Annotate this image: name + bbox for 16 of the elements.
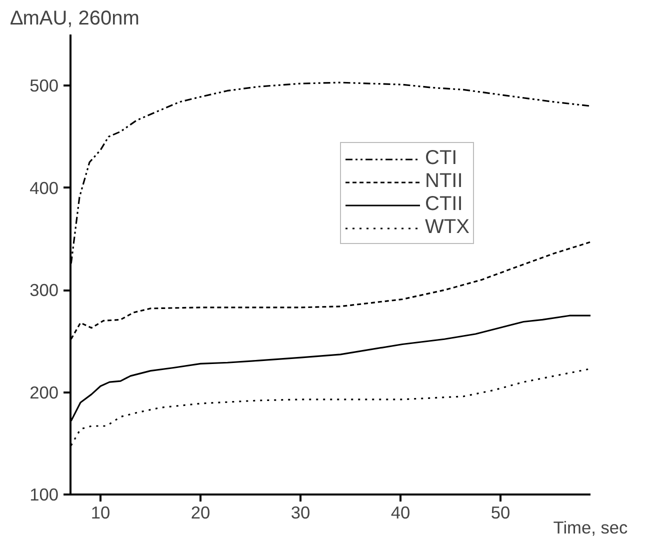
x-tick-label: 10 xyxy=(90,502,110,522)
y-tick-label: 500 xyxy=(30,76,59,96)
x-axis-title: Time, sec xyxy=(553,518,628,538)
legend-label: CTII xyxy=(425,193,463,216)
y-tick-label: 200 xyxy=(30,382,59,402)
legend-label: CTI xyxy=(425,147,458,170)
y-tick-label: 300 xyxy=(30,280,59,300)
y-tick-label: 100 xyxy=(30,484,59,504)
y-axis-title: ∆mAU, 260nm xyxy=(10,8,140,30)
legend-label: NTII xyxy=(425,170,463,193)
x-tick-label: 20 xyxy=(190,502,210,522)
legend-label: WTX xyxy=(425,216,470,239)
y-tick-label: 400 xyxy=(30,178,59,198)
x-tick-label: 50 xyxy=(490,502,510,522)
x-tick-label: 30 xyxy=(290,502,310,522)
x-tick-label: 40 xyxy=(390,502,410,522)
